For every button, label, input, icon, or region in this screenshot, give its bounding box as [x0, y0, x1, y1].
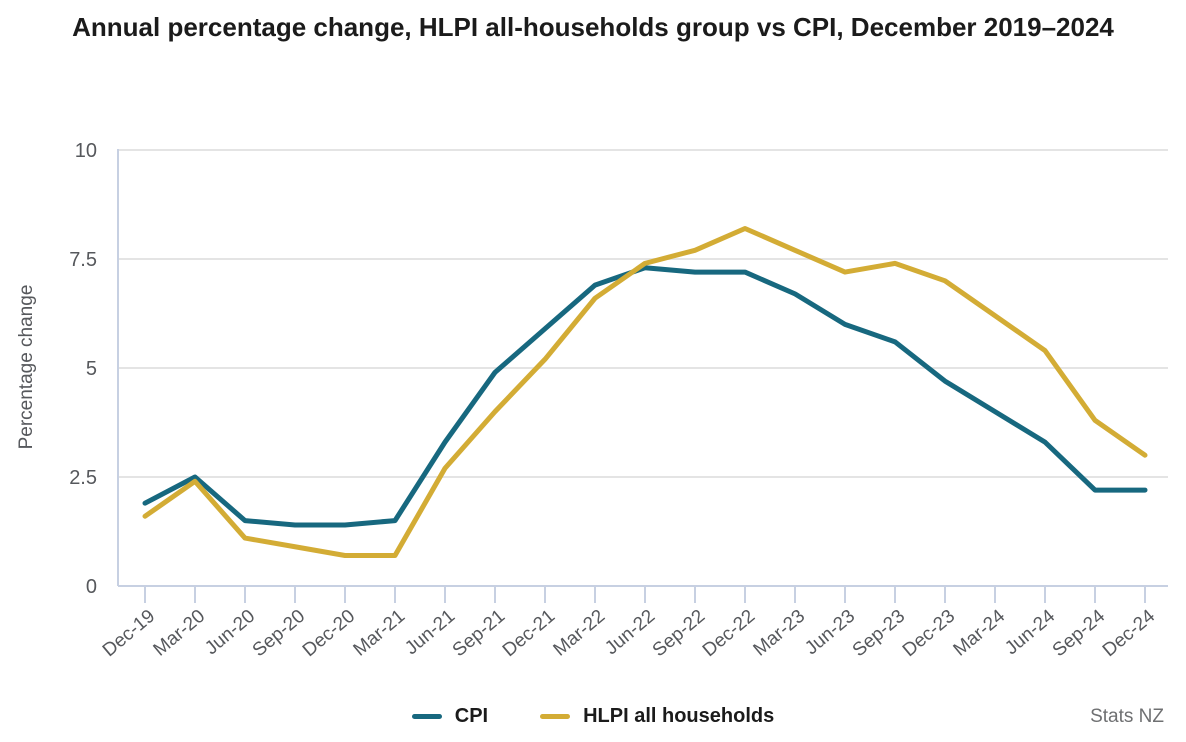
x-tick-label: Jun-20	[201, 606, 259, 659]
legend-label-cpi: CPI	[454, 705, 489, 727]
x-tick-label: Dec-19	[99, 606, 159, 661]
y-tick-label: 7.5	[69, 249, 97, 271]
y-tick-label: 5	[86, 358, 97, 380]
legend-item-cpi: CPI	[411, 705, 489, 728]
x-tick-label: Jun-23	[801, 606, 859, 659]
x-tick-label: Sep-21	[449, 606, 509, 661]
y-axis-title: Percentage change	[16, 284, 37, 450]
cpi-line	[142, 265, 1148, 528]
hlpi-all-households-line	[142, 225, 1148, 558]
x-tick-label: Dec-23	[899, 606, 959, 661]
x-tick-label: Mar-24	[950, 605, 1010, 660]
x-tick-label: Dec-21	[499, 606, 559, 661]
y-tick-label: 2.5	[69, 467, 97, 489]
x-tick-label: Jun-21	[401, 606, 459, 659]
x-tick-label: Sep-23	[849, 606, 909, 661]
y-tick-label: 0	[86, 576, 97, 598]
x-tick-label: Dec-24	[1099, 605, 1160, 661]
x-tick-label: Sep-24	[1049, 605, 1110, 661]
legend-item-hlpi: HLPI all households	[540, 705, 774, 728]
legend-swatch-hlpi	[540, 714, 571, 719]
legend-label-hlpi: HLPI all households	[583, 705, 775, 727]
x-tick-label: Mar-23	[750, 606, 810, 661]
chart-title: Annual percentage change, HLPI all-house…	[72, 12, 1114, 42]
x-tick-label: Dec-22	[699, 606, 759, 661]
x-tick-label: Mar-22	[550, 606, 610, 661]
source-attribution: Stats NZ	[1090, 706, 1164, 727]
x-tick-label: Mar-21	[350, 606, 410, 661]
chart-legend: CPI HLPI all households	[0, 705, 1186, 728]
x-tick-label: Jun-24	[1001, 605, 1059, 659]
x-tick-label: Sep-20	[249, 606, 309, 661]
legend-swatch-cpi	[411, 714, 442, 719]
x-tick-label: Mar-20	[150, 606, 210, 661]
x-tick-label: Jun-22	[601, 606, 659, 659]
x-tick-label: Dec-20	[299, 606, 359, 661]
x-tick-label: Sep-22	[649, 606, 709, 661]
y-tick-label: 10	[75, 140, 97, 162]
